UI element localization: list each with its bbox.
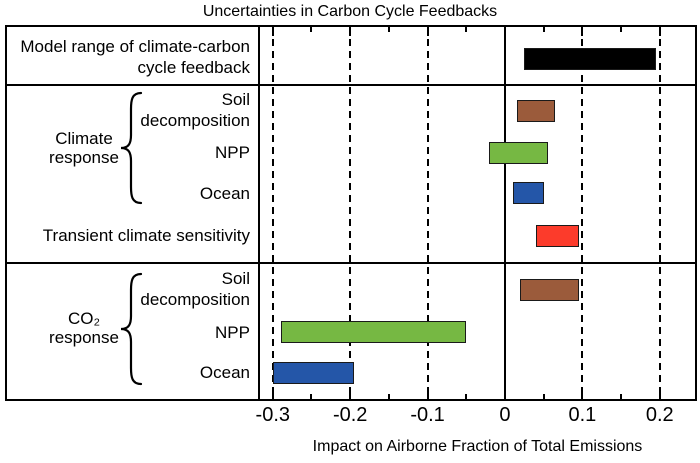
plot-box: Model range of climate-carbon cycle feedb…	[5, 25, 697, 401]
dashed-gridline	[658, 27, 661, 399]
x-major-tick	[658, 390, 661, 399]
label-line: response	[49, 148, 119, 167]
x-major-tick	[503, 390, 506, 399]
x-tick-labels: -0.3 -0.2 -0.1 0 0.1 0.2	[256, 403, 695, 431]
x-major-tick	[271, 27, 274, 36]
co2-npp-label: NPP	[215, 322, 250, 343]
climate-ocean-label: Ocean	[200, 183, 250, 204]
label-line: Ocean	[199, 362, 250, 382]
label-line: CO₂	[67, 309, 101, 328]
label-line: Ocean	[199, 183, 250, 203]
dashed-gridline	[271, 27, 274, 399]
label-line: Model range of climate-carbon	[20, 37, 250, 56]
label-line: Soil	[221, 269, 250, 288]
bar-climate-soil-decomposition	[516, 100, 556, 122]
x-major-tick	[271, 390, 274, 399]
dashed-gridline	[426, 27, 429, 399]
x-major-tick	[426, 390, 429, 399]
curly-brace-icon	[120, 272, 143, 386]
x-tick-label: 0.2	[645, 404, 674, 426]
label-line: NPP	[215, 142, 250, 162]
x-tick-label: -0.3	[255, 404, 290, 426]
bar-co2-npp	[280, 321, 467, 343]
x-major-tick	[426, 27, 429, 36]
label-line: cycle feedback	[137, 58, 250, 77]
panel-divider	[7, 84, 695, 86]
label-line: decomposition	[140, 290, 250, 309]
climate-soil-label: Soil decomposition	[140, 89, 250, 131]
x-major-tick	[503, 27, 506, 36]
bar-co2-soil-decomposition	[520, 279, 579, 301]
curly-brace-path	[120, 91, 143, 205]
label-line: Transient climate sensitivity	[42, 225, 250, 245]
x-major-tick	[349, 27, 352, 36]
bar-climate-ocean	[512, 182, 544, 204]
bar-model-range-feedback	[524, 48, 656, 70]
label-line: response	[49, 328, 119, 347]
x-minor-tick	[620, 27, 623, 32]
x-minor-tick	[387, 27, 390, 32]
climate-response-label: Climate response	[24, 129, 144, 167]
label-pane: Model range of climate-carbon cycle feedb…	[7, 27, 260, 399]
dashed-gridline	[349, 27, 352, 399]
label-line: Soil	[221, 90, 250, 109]
dashed-gridline	[581, 27, 584, 399]
x-minor-tick	[620, 394, 623, 399]
x-minor-tick	[465, 394, 468, 399]
panel-divider	[7, 262, 695, 264]
x-major-tick	[581, 27, 584, 36]
bar-transient-climate-sensitivity	[535, 224, 579, 247]
x-minor-tick	[542, 394, 545, 399]
x-axis-label: Impact on Airborne Fraction of Total Emi…	[312, 438, 643, 455]
x-minor-tick	[542, 27, 545, 32]
x-minor-tick	[465, 27, 468, 32]
plot-pane	[260, 27, 695, 399]
label-line: Climate	[55, 129, 113, 148]
x-tick-label: -0.1	[410, 404, 445, 426]
x-major-tick	[349, 390, 352, 399]
model-range-label: Model range of climate-carbon cycle feedb…	[20, 36, 250, 78]
zero-line	[503, 27, 506, 399]
x-major-tick	[581, 390, 584, 399]
co2-ocean-label: Ocean	[200, 362, 250, 383]
label-line: decomposition	[140, 111, 250, 130]
curly-brace-path	[120, 272, 143, 386]
curly-brace-icon	[120, 91, 143, 205]
x-minor-tick	[310, 27, 313, 32]
bar-co2-ocean	[272, 361, 355, 384]
co2-response-label: CO₂ response	[24, 309, 144, 347]
label-line: NPP	[215, 322, 250, 342]
x-tick-label: 0	[499, 404, 511, 426]
chart-title: Uncertainties in Carbon Cycle Feedbacks	[202, 3, 498, 20]
bar-climate-npp	[489, 141, 548, 164]
co2-soil-label: Soil decomposition	[140, 268, 250, 310]
transient-label: Transient climate sensitivity	[43, 225, 250, 246]
x-tick-label: -0.2	[332, 404, 368, 426]
x-major-tick	[658, 27, 661, 36]
x-tick-label: 0.1	[568, 404, 597, 426]
x-minor-tick	[310, 394, 313, 399]
climate-npp-label: NPP	[215, 142, 250, 163]
x-minor-tick	[387, 394, 390, 399]
